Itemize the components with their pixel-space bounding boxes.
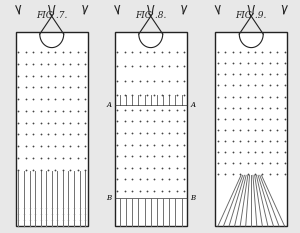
Text: A: A (106, 101, 111, 109)
Bar (16, 32, 88, 226)
Text: B: B (106, 194, 111, 202)
Text: FIG .8.: FIG .8. (135, 11, 166, 21)
Text: FIG .7.: FIG .7. (36, 11, 68, 21)
Text: FIG .9.: FIG .9. (236, 11, 267, 21)
Bar (115, 32, 187, 226)
Bar (215, 32, 287, 226)
Text: A: A (190, 101, 195, 109)
Text: B: B (190, 194, 195, 202)
